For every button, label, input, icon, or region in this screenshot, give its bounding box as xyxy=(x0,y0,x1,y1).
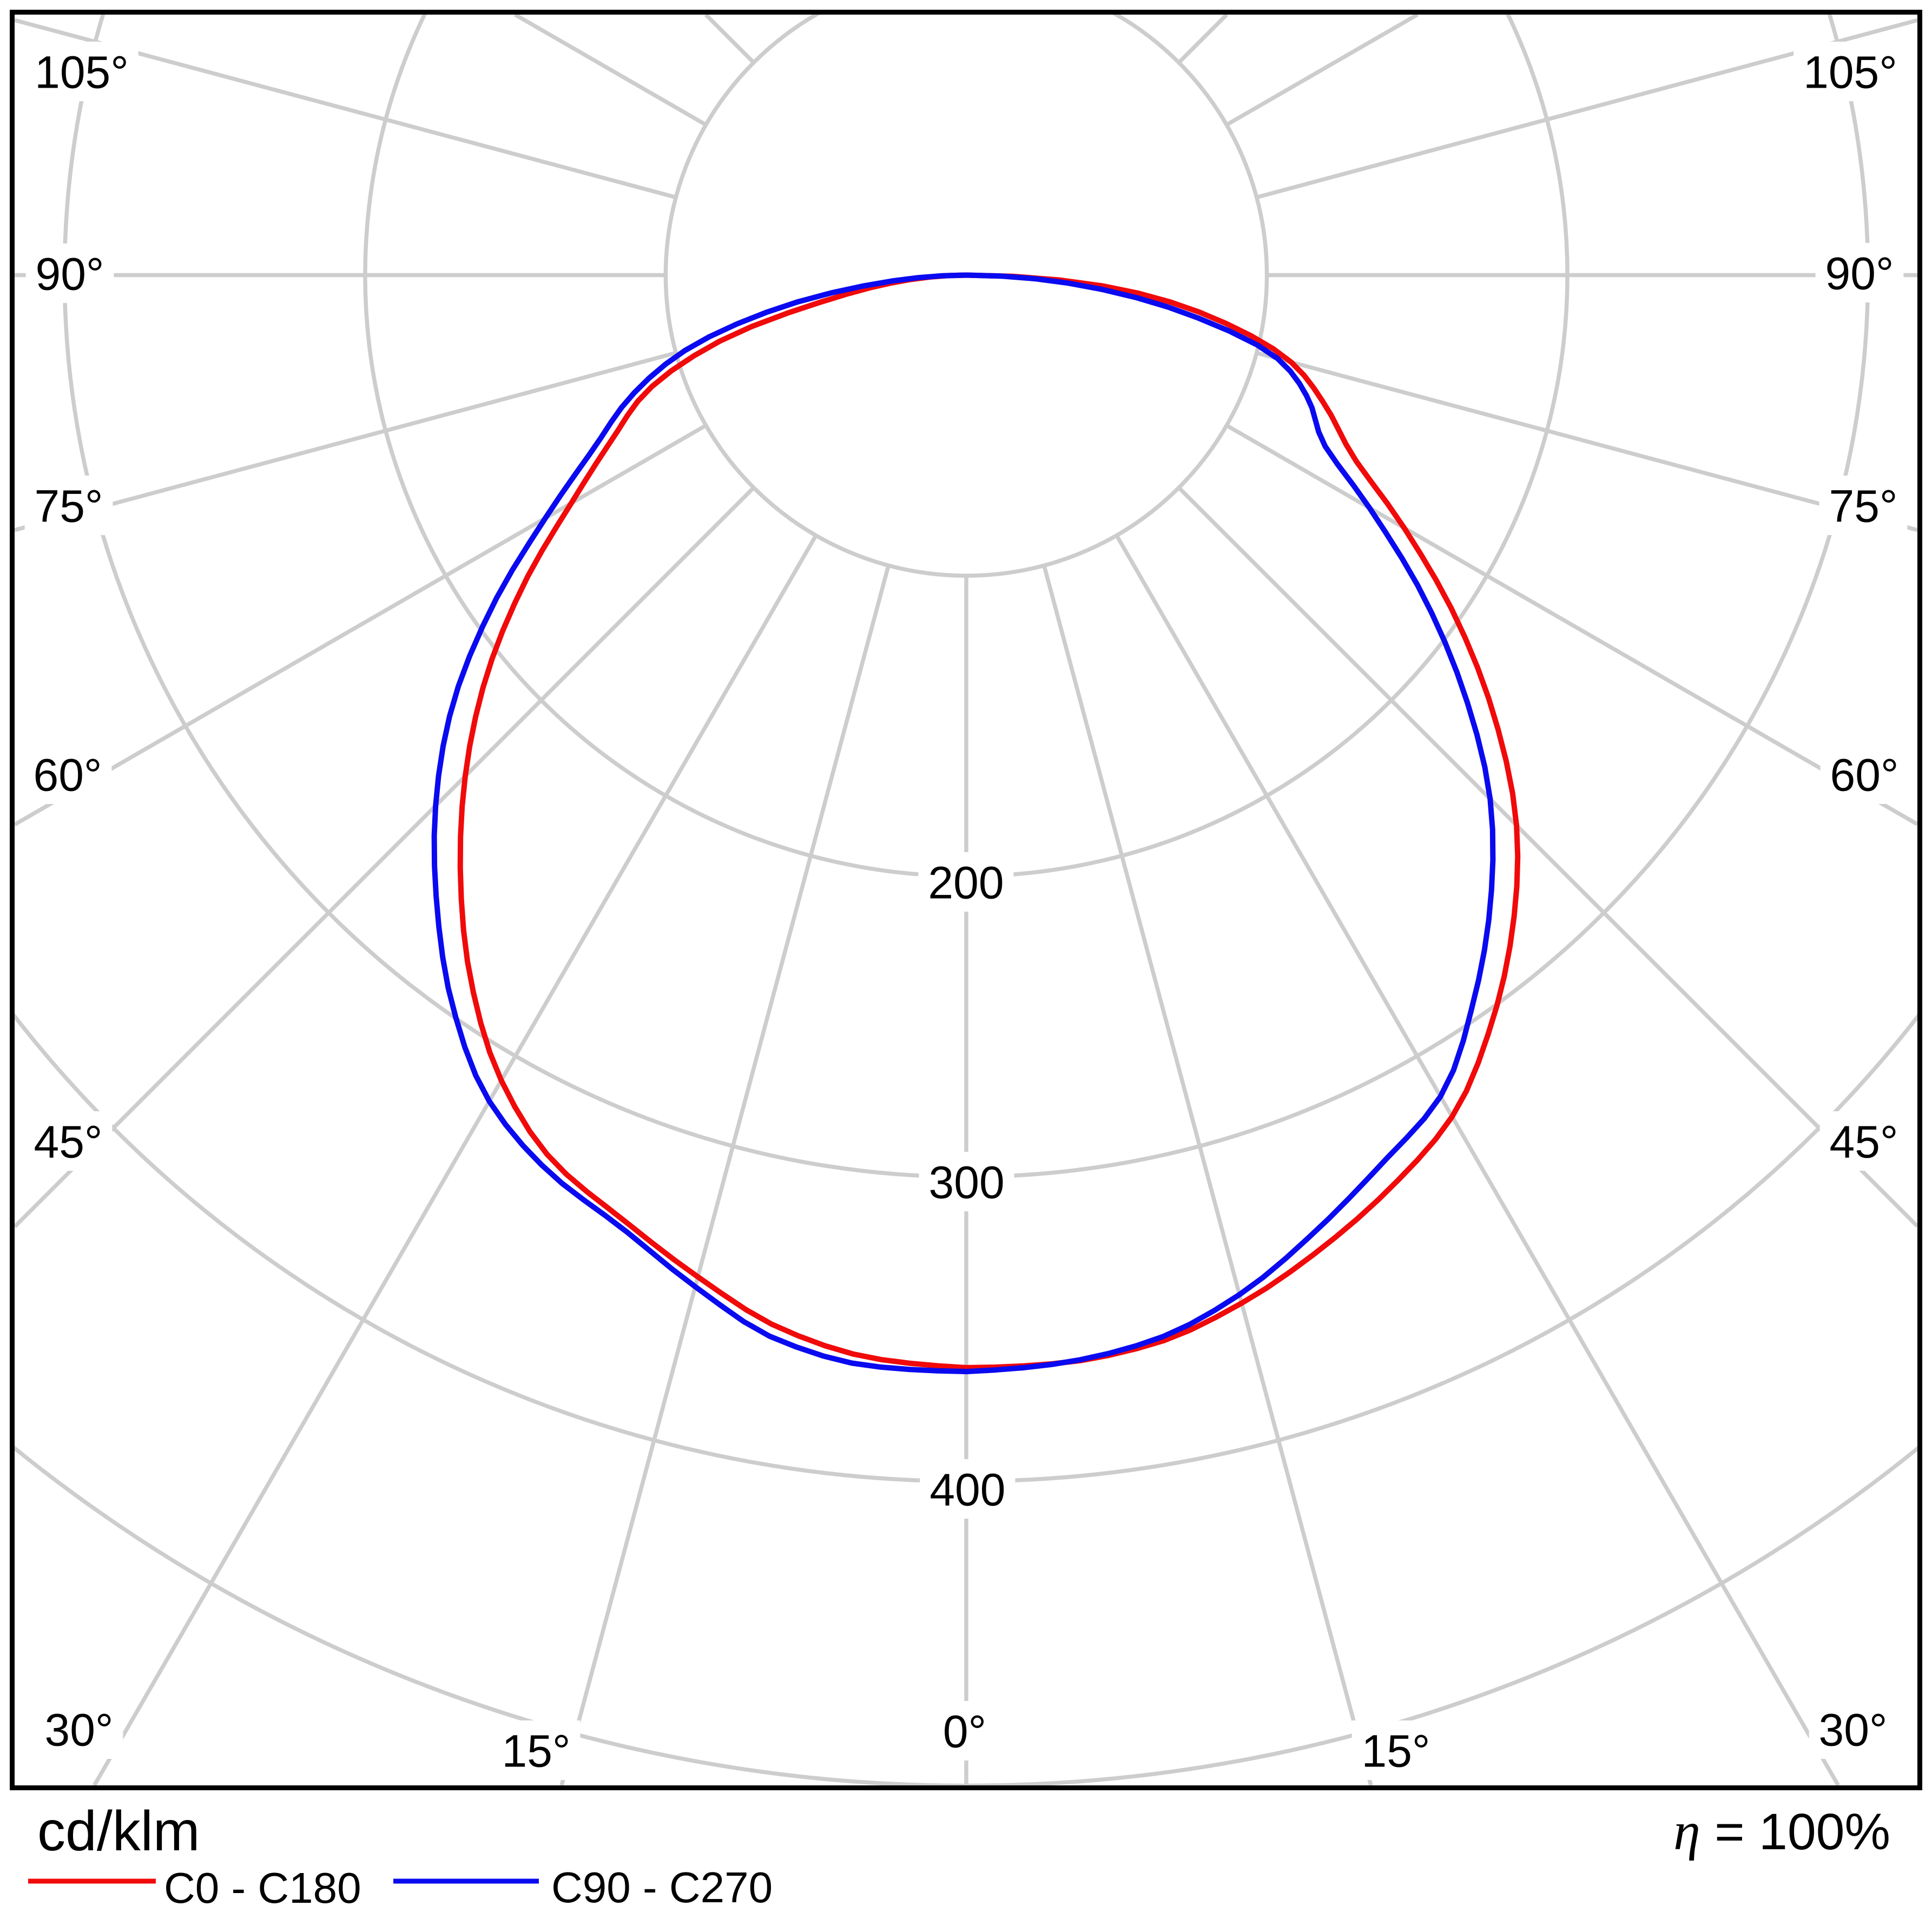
svg-text:0°: 0° xyxy=(943,1706,986,1757)
svg-text:15°: 15° xyxy=(502,1726,570,1777)
svg-text:60°: 60° xyxy=(1830,750,1898,801)
svg-text:45°: 45° xyxy=(1829,1117,1898,1168)
svg-text:75°: 75° xyxy=(34,481,103,532)
svg-text:30°: 30° xyxy=(1818,1705,1887,1756)
svg-text:90°: 90° xyxy=(35,249,104,300)
svg-text:90°: 90° xyxy=(1825,248,1894,299)
svg-text:C90 - C270: C90 - C270 xyxy=(551,1863,773,1911)
svg-text:105°: 105° xyxy=(1803,47,1897,98)
svg-text:45°: 45° xyxy=(34,1117,102,1168)
svg-text:60°: 60° xyxy=(33,750,102,801)
svg-text:η = 100%: η = 100% xyxy=(1673,1801,1890,1861)
svg-text:15°: 15° xyxy=(1361,1726,1430,1777)
svg-text:30°: 30° xyxy=(44,1705,113,1756)
svg-text:C0 - C180: C0 - C180 xyxy=(164,1864,361,1912)
svg-text:300: 300 xyxy=(929,1157,1005,1208)
svg-text:400: 400 xyxy=(929,1465,1005,1515)
svg-text:75°: 75° xyxy=(1829,481,1897,532)
svg-text:105°: 105° xyxy=(35,47,129,98)
svg-text:200: 200 xyxy=(928,858,1004,908)
svg-text:cd/klm: cd/klm xyxy=(37,1800,200,1863)
